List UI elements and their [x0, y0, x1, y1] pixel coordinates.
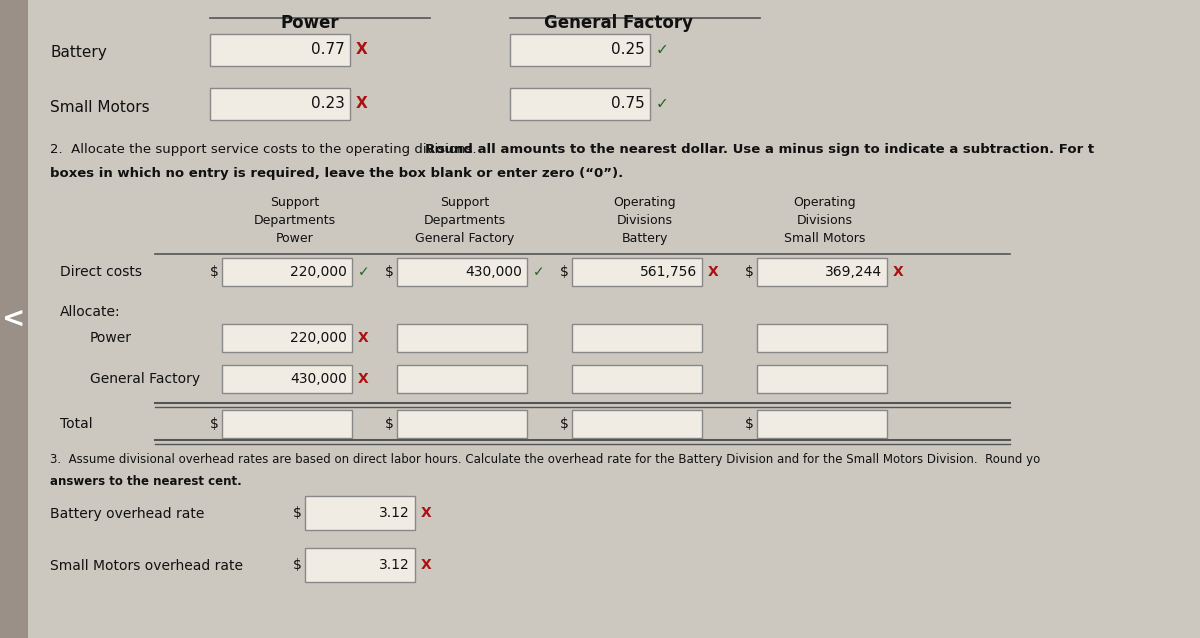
- Text: X: X: [421, 506, 432, 520]
- Text: ✓: ✓: [656, 43, 668, 57]
- Text: Small Motors: Small Motors: [50, 100, 150, 114]
- FancyBboxPatch shape: [572, 365, 702, 393]
- Text: 0.75: 0.75: [611, 96, 646, 112]
- Text: General Factory: General Factory: [415, 232, 515, 245]
- Text: General Factory: General Factory: [90, 372, 200, 386]
- Text: X: X: [356, 96, 367, 112]
- Text: 2.  Allocate the support service costs to the operating divisions.: 2. Allocate the support service costs to…: [50, 143, 481, 156]
- Text: 0.25: 0.25: [611, 43, 646, 57]
- FancyBboxPatch shape: [305, 548, 415, 582]
- Text: 3.  Assume divisional overhead rates are based on direct labor hours. Calculate : 3. Assume divisional overhead rates are …: [50, 453, 1040, 466]
- Text: X: X: [356, 43, 367, 57]
- FancyBboxPatch shape: [510, 88, 650, 120]
- FancyBboxPatch shape: [210, 88, 350, 120]
- Text: $: $: [385, 417, 394, 431]
- FancyBboxPatch shape: [757, 410, 887, 438]
- FancyBboxPatch shape: [572, 324, 702, 352]
- Text: Divisions: Divisions: [797, 214, 853, 227]
- Text: 220,000: 220,000: [290, 265, 347, 279]
- Text: Power: Power: [281, 14, 340, 32]
- Text: boxes in which no entry is required, leave the box blank or enter zero (“0”).: boxes in which no entry is required, lea…: [50, 167, 623, 180]
- Text: Battery: Battery: [622, 232, 668, 245]
- FancyBboxPatch shape: [222, 324, 352, 352]
- Text: answers to the nearest cent.: answers to the nearest cent.: [50, 475, 241, 488]
- Text: 0.77: 0.77: [311, 43, 346, 57]
- Text: Divisions: Divisions: [617, 214, 673, 227]
- FancyBboxPatch shape: [210, 34, 350, 66]
- Text: Operating: Operating: [793, 196, 857, 209]
- Text: 430,000: 430,000: [466, 265, 522, 279]
- FancyBboxPatch shape: [757, 258, 887, 286]
- Text: 0.23: 0.23: [311, 96, 346, 112]
- Text: X: X: [358, 372, 368, 386]
- Text: $: $: [385, 265, 394, 279]
- Text: Support: Support: [440, 196, 490, 209]
- Text: $: $: [745, 265, 754, 279]
- FancyBboxPatch shape: [572, 258, 702, 286]
- Text: 369,244: 369,244: [824, 265, 882, 279]
- Text: <: <: [2, 305, 25, 333]
- FancyBboxPatch shape: [397, 365, 527, 393]
- FancyBboxPatch shape: [510, 34, 650, 66]
- Text: $: $: [745, 417, 754, 431]
- FancyBboxPatch shape: [397, 410, 527, 438]
- Text: 220,000: 220,000: [290, 331, 347, 345]
- Text: Battery overhead rate: Battery overhead rate: [50, 507, 204, 521]
- Text: Battery: Battery: [50, 45, 107, 59]
- Text: Operating: Operating: [613, 196, 677, 209]
- FancyBboxPatch shape: [222, 365, 352, 393]
- Text: 430,000: 430,000: [290, 372, 347, 386]
- Text: Support: Support: [270, 196, 319, 209]
- Text: X: X: [358, 331, 368, 345]
- Text: $: $: [560, 417, 569, 431]
- Text: Small Motors: Small Motors: [785, 232, 865, 245]
- FancyBboxPatch shape: [757, 365, 887, 393]
- Text: ✓: ✓: [358, 265, 370, 279]
- Text: $: $: [210, 417, 220, 431]
- Text: Small Motors overhead rate: Small Motors overhead rate: [50, 559, 242, 573]
- Text: Departments: Departments: [254, 214, 336, 227]
- Text: X: X: [421, 558, 432, 572]
- Text: Power: Power: [90, 331, 132, 345]
- Text: Total: Total: [60, 417, 92, 431]
- FancyBboxPatch shape: [397, 324, 527, 352]
- Text: X: X: [893, 265, 904, 279]
- Text: Round all amounts to the nearest dollar. Use a minus sign to indicate a subtract: Round all amounts to the nearest dollar.…: [425, 143, 1094, 156]
- Text: $: $: [293, 506, 302, 520]
- Text: 3.12: 3.12: [379, 558, 410, 572]
- Text: $: $: [210, 265, 220, 279]
- Text: $: $: [560, 265, 569, 279]
- FancyBboxPatch shape: [222, 258, 352, 286]
- Text: ✓: ✓: [533, 265, 545, 279]
- FancyBboxPatch shape: [572, 410, 702, 438]
- Text: ✓: ✓: [656, 96, 668, 112]
- Text: Departments: Departments: [424, 214, 506, 227]
- Text: Direct costs: Direct costs: [60, 265, 142, 279]
- FancyBboxPatch shape: [397, 258, 527, 286]
- Text: $: $: [293, 558, 302, 572]
- Text: 3.12: 3.12: [379, 506, 410, 520]
- Text: General Factory: General Factory: [544, 14, 692, 32]
- FancyBboxPatch shape: [757, 324, 887, 352]
- Text: 561,756: 561,756: [640, 265, 697, 279]
- FancyBboxPatch shape: [0, 0, 28, 638]
- FancyBboxPatch shape: [305, 496, 415, 530]
- FancyBboxPatch shape: [222, 410, 352, 438]
- Text: Allocate:: Allocate:: [60, 305, 121, 319]
- Text: Power: Power: [276, 232, 314, 245]
- Text: X: X: [708, 265, 719, 279]
